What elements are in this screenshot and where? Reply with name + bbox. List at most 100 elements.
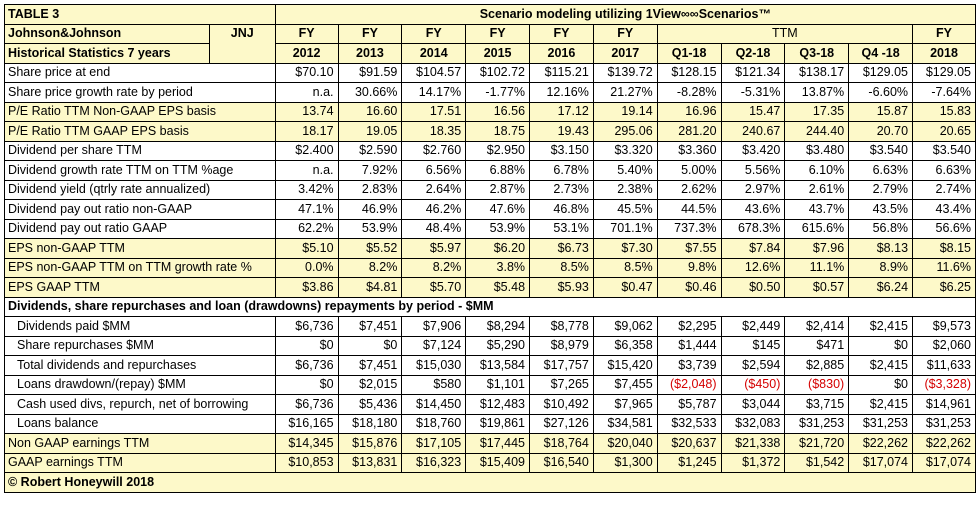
- cell-value: $20,040: [592, 433, 658, 454]
- cell-value: $15,030: [401, 355, 467, 376]
- cell-value: $0.46: [656, 277, 722, 298]
- cell-value: $2.400: [274, 140, 339, 161]
- cell-value: $7,455: [592, 374, 658, 395]
- cell-value: $17,757: [529, 355, 594, 376]
- table-row: Share repurchases $MM $0 $0 $7,124 $5,290 $8,…: [4, 335, 976, 356]
- cell-value: $17,074: [912, 452, 976, 473]
- cell-value: $6.24: [848, 277, 914, 298]
- cell-value: $3.86: [274, 277, 339, 298]
- cell-value: $5.70: [401, 277, 467, 298]
- cell-value: $2,414: [784, 316, 850, 337]
- cell-value: 14.17%: [401, 82, 467, 103]
- cell-value: $6.25: [912, 277, 976, 298]
- cell-value: $1,101: [465, 374, 531, 395]
- cell-value: 11.6%: [912, 257, 976, 278]
- cell-value: 18.35: [401, 121, 467, 142]
- cell-value: 8.5%: [529, 257, 594, 278]
- cell-value: 13.74: [274, 101, 339, 122]
- cell-value: $1,245: [656, 452, 722, 473]
- section-heading: Dividends, share repurchases and loan (d…: [4, 296, 976, 317]
- cell-value: $2,449: [720, 316, 786, 337]
- col-top-5: FY: [592, 23, 658, 44]
- cell-value: $104.57: [401, 62, 467, 83]
- cell-value: 5.40%: [592, 160, 658, 181]
- table-row: Dividend pay out ratio non-GAAP 47.1% 46.9…: [4, 199, 976, 220]
- table-row: EPS non-GAAP TTM on TTM growth rate % 0.0…: [4, 257, 976, 278]
- table-row: Dividend pay out ratio GAAP 62.2% 53.9% 48.…: [4, 218, 976, 239]
- cell-value: 15.83: [912, 101, 976, 122]
- row-label: Dividend pay out ratio non-GAAP: [4, 199, 276, 220]
- cell-value: $19,861: [465, 413, 531, 434]
- cell-value: 21.27%: [592, 82, 658, 103]
- cell-value: ($2,048): [656, 374, 722, 395]
- cell-value: 8.2%: [337, 257, 403, 278]
- cell-value: $580: [401, 374, 467, 395]
- cell-value: 19.14: [592, 101, 658, 122]
- row-label: Dividend growth rate TTM on TTM %age: [4, 160, 276, 181]
- cell-value: 5.00%: [656, 160, 722, 181]
- cell-value: $8,294: [465, 316, 531, 337]
- table-row: EPS non-GAAP TTM $5.10 $5.52 $5.97 $6.20 $6.7…: [4, 238, 976, 259]
- cell-value: 5.56%: [720, 160, 786, 181]
- col-header-5: 2017: [592, 43, 658, 64]
- col-header-9: Q4 -18: [848, 43, 914, 64]
- cell-value: $5,787: [656, 394, 722, 415]
- cell-value: -1.77%: [465, 82, 531, 103]
- cell-value: $139.72: [592, 62, 658, 83]
- cell-value: 19.43: [529, 121, 594, 142]
- cell-value: $0.47: [592, 277, 658, 298]
- cell-value: $18,760: [401, 413, 467, 434]
- cell-value: $7.84: [720, 238, 786, 259]
- cell-value: $7.96: [784, 238, 850, 259]
- cell-value: 6.10%: [784, 160, 850, 181]
- cell-value: 46.9%: [337, 199, 403, 220]
- cell-value: n.a.: [274, 82, 339, 103]
- cell-value: $128.15: [656, 62, 722, 83]
- cell-value: $70.10: [274, 62, 339, 83]
- cell-value: $121.34: [720, 62, 786, 83]
- cell-value: -5.31%: [720, 82, 786, 103]
- cell-value: $2,415: [848, 394, 914, 415]
- col-header-8: Q3-18: [784, 43, 850, 64]
- cell-value: $20,637: [656, 433, 722, 454]
- cell-value: $471: [784, 335, 850, 356]
- cell-value: $5.93: [529, 277, 594, 298]
- cell-value: 240.67: [720, 121, 786, 142]
- table-row: Cash used divs, repurch, net of borrowin…: [4, 394, 976, 415]
- cell-value: 6.63%: [912, 160, 976, 181]
- cell-value: $2,060: [912, 335, 976, 356]
- cell-value: $3.320: [592, 140, 658, 161]
- cell-value: 2.38%: [592, 179, 658, 200]
- cell-value: $1,444: [656, 335, 722, 356]
- cell-value: $3,715: [784, 394, 850, 415]
- cell-value: 11.1%: [784, 257, 850, 278]
- table-row: Loans balance $16,165 $18,180 $18,760 $19,86…: [4, 413, 976, 434]
- cell-value: 45.5%: [592, 199, 658, 220]
- row-label: Cash used divs, repurch, net of borrowin…: [4, 394, 276, 415]
- table-row: GAAP earnings TTM $10,853 $13,831 $16,323 $1…: [4, 452, 976, 473]
- row-label: EPS non-GAAP TTM on TTM growth rate %: [4, 257, 276, 278]
- cell-value: $3,739: [656, 355, 722, 376]
- row-label: Loans drawdown/(repay) $MM: [4, 374, 276, 395]
- cell-value: 12.6%: [720, 257, 786, 278]
- row-label: P/E Ratio TTM Non-GAAP EPS basis: [4, 101, 276, 122]
- cell-value: $11,633: [912, 355, 976, 376]
- cell-value: 30.66%: [337, 82, 403, 103]
- cell-value: $0: [274, 335, 339, 356]
- cell-value: 701.1%: [592, 218, 658, 239]
- table-row: Dividend yield (qtrly rate annualized) 3.…: [4, 179, 976, 200]
- cell-value: 0.0%: [274, 257, 339, 278]
- cell-value: 62.2%: [274, 218, 339, 239]
- cell-value: 8.5%: [592, 257, 658, 278]
- table-row: Dividend per share TTM $2.400 $2.590 $2.760…: [4, 140, 976, 161]
- cell-value: 737.3%: [656, 218, 722, 239]
- cell-value: $6,736: [274, 316, 339, 337]
- company-name: Johnson&Johnson: [4, 23, 210, 44]
- cell-value: $2.590: [337, 140, 403, 161]
- cell-value: $1,372: [720, 452, 786, 473]
- cell-value: $21,720: [784, 433, 850, 454]
- col-top-4: FY: [529, 23, 594, 44]
- cell-value: $16,165: [274, 413, 339, 434]
- cell-value: ($450): [720, 374, 786, 395]
- cell-value: $7.55: [656, 238, 722, 259]
